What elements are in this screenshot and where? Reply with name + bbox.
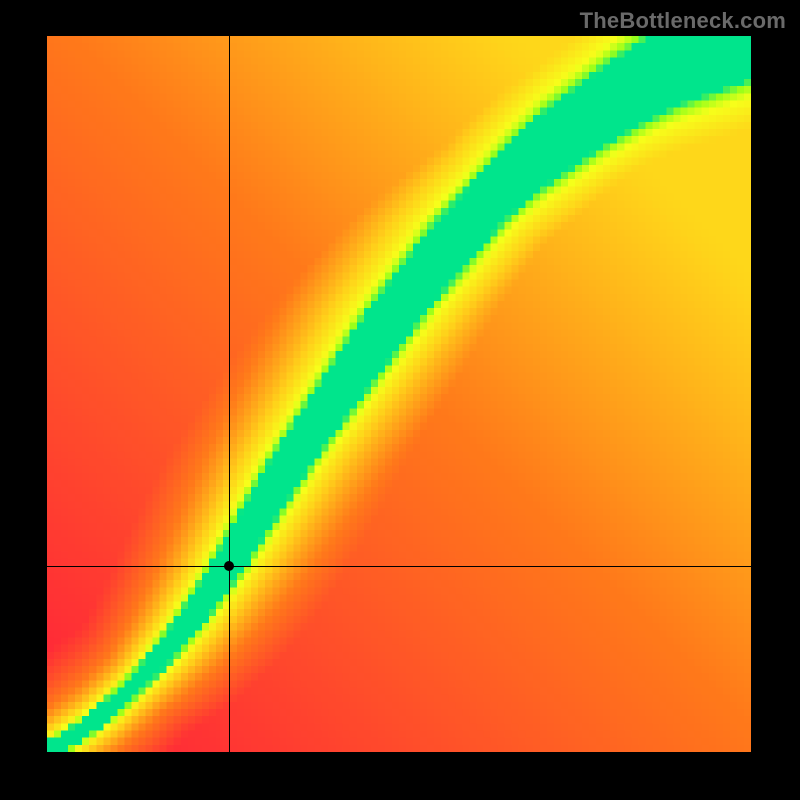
heatmap-canvas	[47, 36, 751, 752]
watermark-text: TheBottleneck.com	[580, 8, 786, 34]
heatmap-plot	[47, 36, 751, 752]
